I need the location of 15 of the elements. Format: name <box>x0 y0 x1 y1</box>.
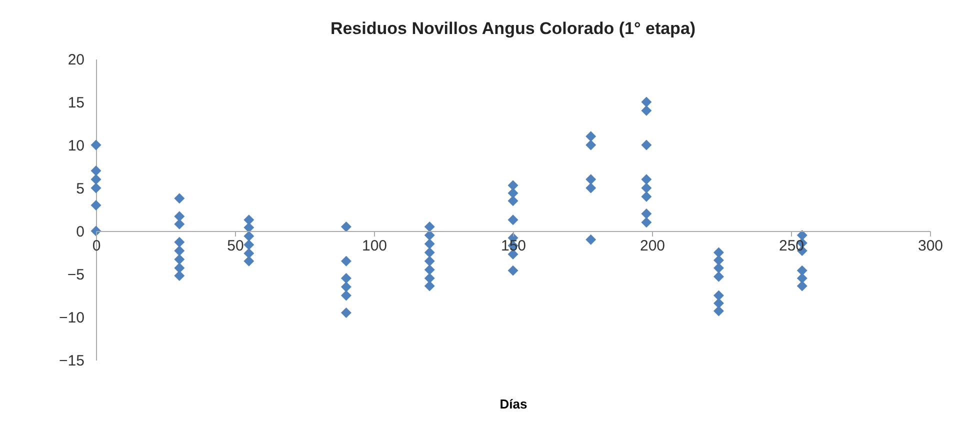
x-tick-label: 0 <box>92 238 101 254</box>
y-tick-label: 5 <box>76 180 84 198</box>
x-tick-label: 100 <box>362 238 388 254</box>
x-tick-label: 200 <box>640 238 666 254</box>
y-tick-label: 0 <box>76 224 84 240</box>
y-tick-label: −10 <box>59 310 84 326</box>
y-tick-label: 20 <box>68 52 84 68</box>
x-tick-label: 50 <box>227 238 244 254</box>
x-tick-label: 300 <box>918 238 944 254</box>
y-tick-label: −5 <box>67 266 84 284</box>
x-axis-title: Días <box>500 396 528 412</box>
chart-title: Residuos Novillos Angus Colorado (1° etapa) <box>330 19 696 38</box>
y-tick-label: 10 <box>68 138 84 154</box>
y-tick-label: −15 <box>59 352 84 370</box>
y-tick-label: 15 <box>68 94 84 112</box>
